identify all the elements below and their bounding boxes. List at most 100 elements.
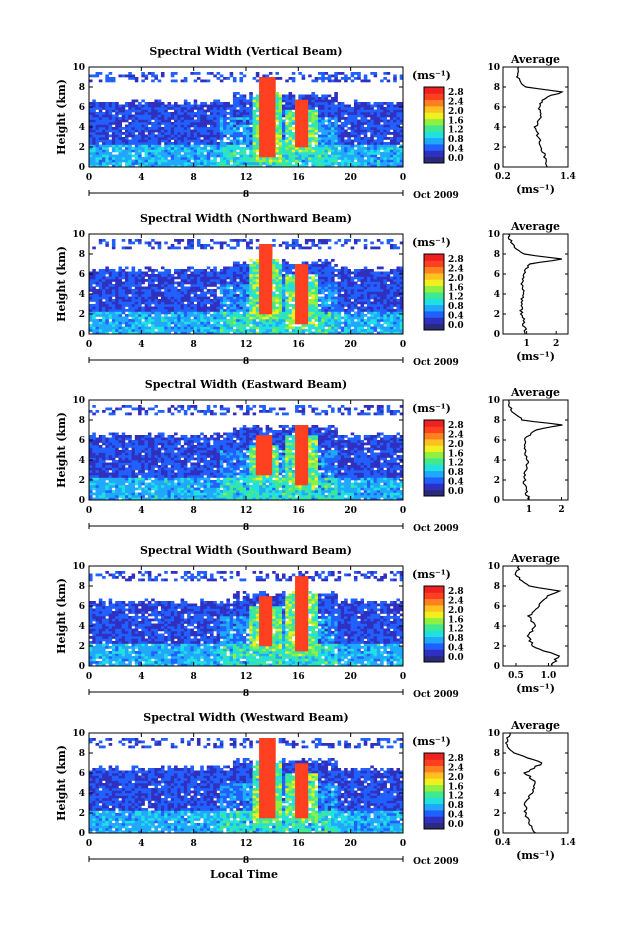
heatmap-cell xyxy=(131,271,136,275)
heatmap-cell xyxy=(187,311,191,315)
heatmap-cell xyxy=(304,329,309,332)
heatmap-cell xyxy=(344,316,348,320)
heatmap-cell xyxy=(278,149,283,153)
heatmap-cell xyxy=(278,122,283,125)
heatmap-cell xyxy=(298,114,302,118)
heatmap-cell xyxy=(357,276,361,280)
heatmap-cell xyxy=(340,117,345,120)
heatmap-cell xyxy=(174,109,178,113)
heatmap-cell xyxy=(386,154,391,158)
heatmap-cell xyxy=(170,144,175,148)
heatmap-cell xyxy=(301,296,306,300)
heatmap-cell xyxy=(334,137,338,140)
heatmap-cell xyxy=(213,99,217,103)
heatmap-cell xyxy=(160,134,165,138)
heatmap-cell xyxy=(308,94,312,98)
heatmap-cell xyxy=(187,144,191,148)
heatmap-cell xyxy=(216,309,221,312)
heatmap-cell xyxy=(347,104,351,108)
heatmap-cell xyxy=(154,102,158,105)
heatmap-cell xyxy=(115,142,119,145)
heatmap-cell xyxy=(95,152,100,155)
heatmap-cell xyxy=(383,117,387,120)
heatmap-cell xyxy=(376,164,381,168)
heatmap-cell xyxy=(226,147,230,150)
heatmap-cell xyxy=(259,306,263,310)
heatmap-cell xyxy=(141,296,145,300)
heatmap-cell xyxy=(223,114,227,118)
heatmap-cell xyxy=(102,127,106,130)
heatmap-cell xyxy=(367,149,371,153)
heatmap-cell xyxy=(340,127,345,130)
heatmap-cell xyxy=(236,329,240,332)
heatmap-cell xyxy=(157,122,162,125)
heatmap-cell xyxy=(232,311,237,315)
heatmap-cell xyxy=(376,144,381,148)
heatmap-cell xyxy=(95,117,100,120)
heatmap-cell xyxy=(301,304,306,307)
heatmap-cell xyxy=(301,119,306,123)
heatmap-cell xyxy=(98,139,103,143)
heatmap-cell xyxy=(232,289,237,292)
heatmap-cell xyxy=(213,119,217,123)
heatmap-cell xyxy=(236,321,240,325)
heatmap-cell xyxy=(272,309,276,312)
heatmap-cell xyxy=(164,324,168,327)
heatmap-cell xyxy=(308,149,312,153)
heatmap-cell xyxy=(347,162,351,165)
heatmap-cell xyxy=(272,244,276,247)
heatmap-cell xyxy=(108,314,113,317)
heatmap-cell xyxy=(115,122,119,125)
heatmap-cell xyxy=(249,326,253,330)
heatmap-cell xyxy=(200,311,204,315)
heatmap-cell xyxy=(314,331,319,335)
heatmap-cell xyxy=(196,301,201,305)
heatmap-cell xyxy=(399,134,404,138)
heatmap-cell xyxy=(334,314,338,317)
heatmap-cell xyxy=(187,134,191,138)
heatmap-cell xyxy=(246,102,250,105)
heatmap-cell xyxy=(278,274,283,277)
heatmap-cell xyxy=(291,137,296,140)
heatmap-cell xyxy=(111,304,116,307)
heatmap-cell xyxy=(252,284,257,287)
heatmap-cell xyxy=(134,104,139,108)
heatmap-cell xyxy=(301,152,306,155)
heatmap-cell xyxy=(170,304,175,307)
heatmap-cell xyxy=(203,291,208,295)
heatmap-cell xyxy=(154,144,158,148)
heatmap-cell xyxy=(340,301,345,305)
heatmap-cell xyxy=(373,134,378,138)
heatmap-cell xyxy=(314,244,319,247)
heatmap-cell xyxy=(115,134,119,138)
heatmap-cell xyxy=(160,294,165,297)
heatmap-cell xyxy=(304,289,309,292)
heatmap-cell xyxy=(128,281,132,285)
heatmap-cell xyxy=(268,137,273,140)
heatmap-cell xyxy=(174,124,178,128)
heatmap-cell xyxy=(386,164,391,168)
heatmap-cell xyxy=(193,276,198,280)
heatmap-cell xyxy=(108,296,113,300)
heatmap-cell xyxy=(232,306,237,310)
heatmap-cell xyxy=(249,117,253,120)
heatmap-cell xyxy=(187,306,191,310)
heatmap-cell xyxy=(200,102,204,105)
heatmap-cell xyxy=(321,271,325,275)
heatmap-cell xyxy=(324,139,329,143)
heatmap-cell xyxy=(92,119,96,123)
heatmap-cell xyxy=(393,79,397,83)
heatmap-cell xyxy=(95,319,100,322)
heatmap-cell xyxy=(229,149,234,153)
heatmap-cell xyxy=(370,132,374,135)
heatmap-cell xyxy=(376,104,381,108)
heatmap-cell xyxy=(170,74,175,78)
heatmap-cell xyxy=(272,239,276,242)
heatmap-cell xyxy=(92,281,96,285)
heatmap-cell xyxy=(232,329,237,332)
heatmap-cell xyxy=(164,321,168,325)
heatmap-cell xyxy=(340,147,345,150)
heatmap-cell xyxy=(219,119,224,123)
heatmap-cell xyxy=(331,304,335,307)
heatmap-cell xyxy=(229,142,234,145)
